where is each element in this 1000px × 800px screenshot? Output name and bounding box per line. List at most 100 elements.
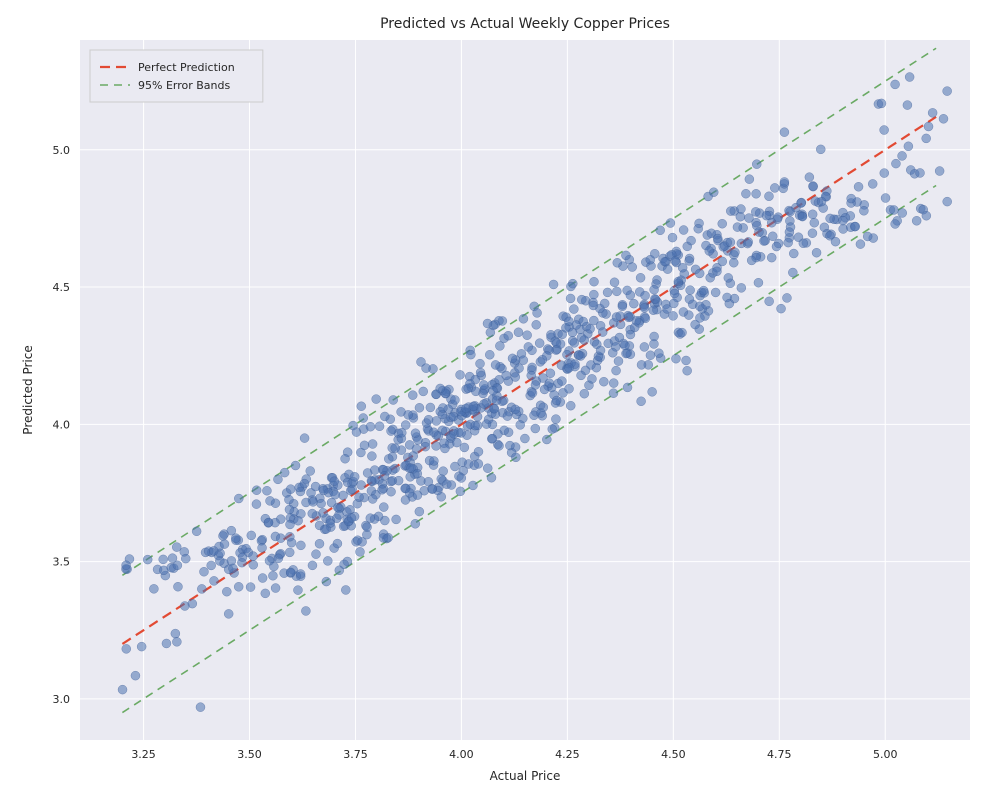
data-point	[234, 494, 243, 503]
data-point	[600, 299, 609, 308]
data-point	[548, 425, 557, 434]
data-point	[733, 223, 742, 232]
data-point	[387, 427, 396, 436]
data-point	[637, 397, 646, 406]
data-point	[360, 441, 369, 450]
data-point	[683, 366, 692, 375]
data-point	[810, 218, 819, 227]
x-tick-label: 4.75	[767, 748, 792, 761]
data-point	[646, 255, 655, 264]
data-point	[311, 550, 320, 559]
data-point	[149, 584, 158, 593]
chart-title: Predicted vs Actual Weekly Copper Prices	[380, 16, 670, 32]
data-point	[854, 182, 863, 191]
data-point	[524, 342, 533, 351]
data-point	[404, 410, 413, 419]
data-point	[159, 555, 168, 564]
data-point	[368, 494, 377, 503]
data-point	[220, 540, 229, 549]
data-point	[546, 369, 555, 378]
data-point	[686, 286, 695, 295]
data-point	[674, 277, 683, 286]
data-point	[712, 267, 721, 276]
data-point	[812, 248, 821, 257]
data-point	[694, 224, 703, 233]
data-point	[131, 671, 140, 680]
data-point	[898, 151, 907, 160]
data-point	[782, 293, 791, 302]
data-point	[678, 263, 687, 272]
data-point	[415, 507, 424, 516]
data-point	[352, 428, 361, 437]
data-point	[476, 359, 485, 368]
data-point	[565, 384, 574, 393]
data-point	[527, 371, 536, 380]
data-point	[293, 586, 302, 595]
data-point	[426, 403, 435, 412]
x-tick-label: 3.75	[343, 748, 368, 761]
data-point	[767, 253, 776, 262]
data-point	[730, 248, 739, 257]
data-point	[258, 574, 267, 583]
data-point	[389, 395, 398, 404]
data-point	[916, 168, 925, 177]
data-point	[729, 258, 738, 267]
data-point	[609, 379, 618, 388]
data-point	[269, 562, 278, 571]
data-point	[421, 442, 430, 451]
data-point	[388, 476, 397, 485]
data-point	[252, 500, 261, 509]
data-point	[891, 159, 900, 168]
data-point	[285, 532, 294, 541]
data-point	[168, 554, 177, 563]
data-point	[880, 169, 889, 178]
data-point	[610, 278, 619, 287]
data-point	[764, 192, 773, 201]
data-point	[291, 461, 300, 470]
data-point	[805, 173, 814, 182]
data-point	[357, 481, 366, 490]
data-point	[772, 242, 781, 251]
data-point	[685, 295, 694, 304]
x-tick-label: 5.00	[873, 748, 898, 761]
data-point	[679, 307, 688, 316]
data-point	[331, 490, 340, 499]
data-point	[851, 222, 860, 231]
data-point	[868, 179, 877, 188]
data-point	[405, 488, 414, 497]
data-point	[457, 428, 466, 437]
data-point	[335, 510, 344, 519]
data-point	[492, 396, 501, 405]
data-point	[549, 280, 558, 289]
data-point	[315, 539, 324, 548]
data-point	[197, 584, 206, 593]
data-point	[379, 503, 388, 512]
data-point	[768, 232, 777, 241]
data-point	[905, 73, 914, 82]
data-point	[415, 403, 424, 412]
data-point	[891, 219, 900, 228]
data-point	[355, 493, 364, 502]
data-point	[411, 519, 420, 528]
data-point	[704, 192, 713, 201]
data-point	[266, 496, 275, 505]
x-tick-label: 4.50	[661, 748, 686, 761]
data-point	[648, 387, 657, 396]
data-point	[670, 289, 679, 298]
data-point	[569, 305, 578, 314]
data-point	[891, 80, 900, 89]
data-point	[671, 256, 680, 265]
data-point	[450, 395, 459, 404]
data-point	[752, 189, 761, 198]
data-point	[580, 389, 589, 398]
data-point	[817, 197, 826, 206]
data-point	[171, 629, 180, 638]
data-point	[479, 399, 488, 408]
data-point	[646, 351, 655, 360]
data-point	[533, 308, 542, 317]
data-point	[564, 317, 573, 326]
data-point	[705, 246, 714, 255]
data-point	[457, 473, 466, 482]
data-point	[397, 428, 406, 437]
data-point	[745, 175, 754, 184]
